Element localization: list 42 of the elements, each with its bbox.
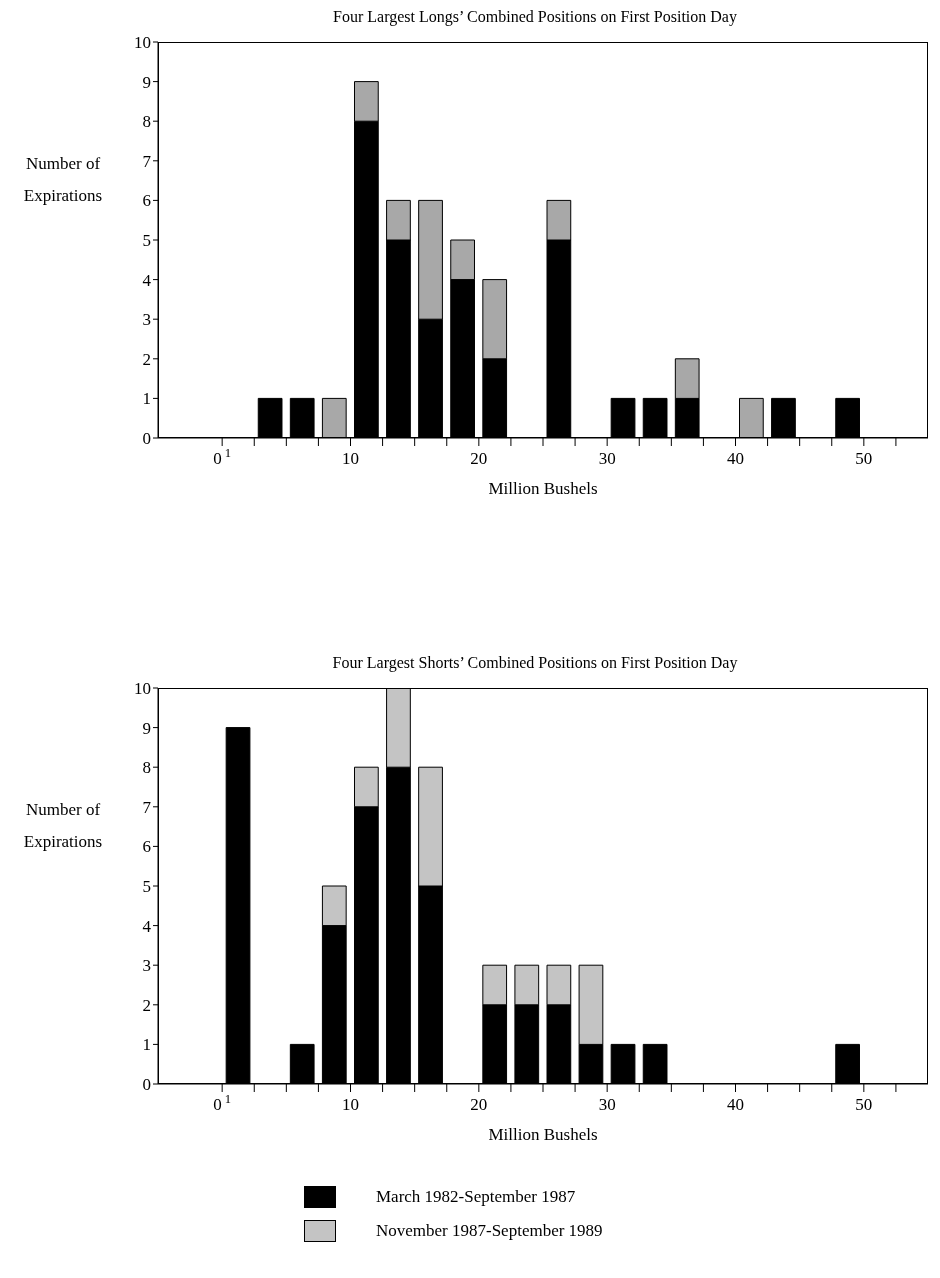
y-tick-label: 1 xyxy=(142,1035,151,1055)
y-tick-label: 10 xyxy=(134,33,151,53)
y-tick-label: 8 xyxy=(142,112,151,132)
legend-label: November 1987-September 1989 xyxy=(376,1221,603,1241)
legend-label: March 1982-September 1987 xyxy=(376,1187,576,1207)
y-tick-label: 6 xyxy=(142,837,151,857)
y-tick-label: 9 xyxy=(142,72,151,92)
y-tick-label: 2 xyxy=(142,349,151,369)
y-tick-label: 0 xyxy=(142,429,151,449)
y-tick-label: 7 xyxy=(142,797,152,817)
x-tick-label: 30 xyxy=(598,449,616,468)
x-tick-label: 50 xyxy=(855,1095,873,1114)
x-tick-label: 40 xyxy=(727,449,744,468)
y-tick-label: 4 xyxy=(142,270,152,290)
y-tick-label: 8 xyxy=(142,758,151,778)
x-axis-title: Million Bushels xyxy=(488,479,598,498)
y-tick-label: 6 xyxy=(142,191,151,211)
y-axis-title: Number of Expirations xyxy=(22,153,104,207)
y-tick-label: 3 xyxy=(142,956,151,976)
y-axis-title: Number of Expirations xyxy=(22,799,104,853)
x-tick-label: 30 xyxy=(598,1095,616,1114)
y-tick-label: 7 xyxy=(142,151,152,171)
y-tick-label: 9 xyxy=(142,718,151,738)
x-tick-label: 20 xyxy=(470,449,488,468)
x-tick-label: 0$^{1}$ xyxy=(213,1092,232,1114)
y-tick-label: 1 xyxy=(142,389,151,409)
x-axis-title: Million Bushels xyxy=(488,1125,598,1144)
y-tick-label: 5 xyxy=(142,877,151,897)
y-tick-label: 5 xyxy=(142,231,151,251)
y-tick-label: 3 xyxy=(142,310,151,330)
y-tick-label: 4 xyxy=(142,916,152,936)
x-tick-label: 10 xyxy=(342,449,359,468)
x-tick-label: 10 xyxy=(342,1095,359,1114)
x-tick-label: 20 xyxy=(470,1095,488,1114)
x-tick-label: 40 xyxy=(727,1095,744,1114)
x-tick-label: 0$^{1}$ xyxy=(213,446,232,468)
y-tick-label: 0 xyxy=(142,1075,151,1095)
y-tick-label: 10 xyxy=(134,679,151,699)
y-tick-label: 2 xyxy=(142,995,151,1015)
x-tick-label: 50 xyxy=(855,449,873,468)
chart-title: Four Largest Longs’ Combined Positions on First Position Day xyxy=(332,8,738,28)
chart-title: Four Largest Shorts’ Combined Positions on First Position Day xyxy=(331,654,739,674)
